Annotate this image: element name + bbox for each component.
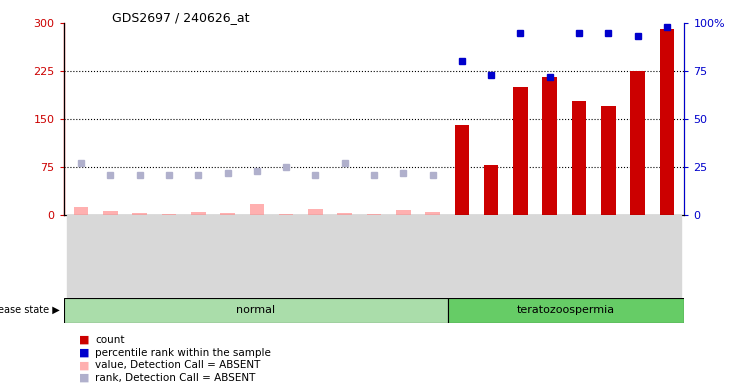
- Bar: [272, 215, 301, 298]
- Bar: [594, 215, 623, 298]
- Text: disease state ▶: disease state ▶: [0, 305, 60, 315]
- Text: normal: normal: [236, 305, 275, 315]
- Bar: [631, 71, 645, 215]
- Bar: [154, 215, 184, 298]
- Bar: [367, 214, 381, 215]
- Bar: [513, 87, 528, 215]
- Bar: [67, 215, 96, 298]
- Bar: [279, 214, 293, 215]
- Bar: [213, 215, 242, 298]
- Bar: [506, 215, 535, 298]
- Bar: [330, 215, 359, 298]
- Text: value, Detection Call = ABSENT: value, Detection Call = ABSENT: [95, 360, 260, 370]
- Bar: [242, 215, 272, 298]
- Bar: [337, 213, 352, 215]
- Bar: [308, 209, 322, 215]
- Text: ■: ■: [79, 360, 89, 370]
- Bar: [601, 106, 616, 215]
- Text: percentile rank within the sample: percentile rank within the sample: [95, 348, 271, 358]
- Bar: [389, 215, 418, 298]
- Bar: [476, 215, 506, 298]
- Bar: [564, 215, 594, 298]
- Text: ■: ■: [79, 335, 89, 345]
- Bar: [301, 215, 330, 298]
- Bar: [455, 126, 469, 215]
- Bar: [571, 101, 586, 215]
- Text: rank, Detection Call = ABSENT: rank, Detection Call = ABSENT: [95, 373, 255, 383]
- Bar: [184, 215, 213, 298]
- Bar: [125, 215, 154, 298]
- Bar: [396, 210, 411, 215]
- Bar: [64, 298, 448, 323]
- Bar: [162, 214, 177, 215]
- Bar: [191, 212, 206, 215]
- Bar: [542, 78, 557, 215]
- Bar: [484, 165, 498, 215]
- Bar: [623, 215, 652, 298]
- Bar: [74, 207, 88, 215]
- Bar: [220, 213, 235, 215]
- Bar: [652, 215, 681, 298]
- Bar: [250, 204, 264, 215]
- Bar: [447, 215, 476, 298]
- Text: ■: ■: [79, 373, 89, 383]
- Text: teratozoospermia: teratozoospermia: [517, 305, 615, 315]
- Text: ■: ■: [79, 348, 89, 358]
- Bar: [418, 215, 447, 298]
- Bar: [359, 215, 389, 298]
- Bar: [448, 298, 684, 323]
- Bar: [132, 213, 147, 215]
- Bar: [660, 30, 674, 215]
- Bar: [103, 211, 117, 215]
- Bar: [535, 215, 564, 298]
- Bar: [96, 215, 125, 298]
- Bar: [426, 212, 440, 215]
- Text: GDS2697 / 240626_at: GDS2697 / 240626_at: [112, 12, 250, 25]
- Text: count: count: [95, 335, 124, 345]
